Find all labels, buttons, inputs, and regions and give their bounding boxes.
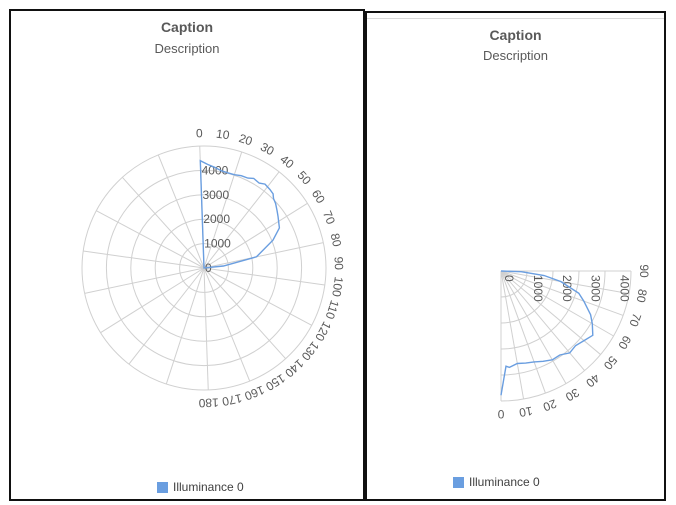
angle-tick-label: 0 <box>497 407 504 421</box>
grid-spoke <box>157 154 205 269</box>
angle-tick-label: 180 <box>198 395 219 410</box>
radial-tick-label: 2000 <box>560 275 574 302</box>
angle-tick-label: 50 <box>295 168 315 188</box>
angle-tick-label: 40 <box>583 371 602 391</box>
angle-tick-label: 70 <box>626 311 644 329</box>
angle-tick-label: 30 <box>258 140 277 159</box>
angle-tick-label: 0 <box>196 126 203 140</box>
grid-ring <box>105 169 303 367</box>
grid-ring <box>500 270 554 324</box>
radial-tick-label: 4000 <box>618 275 632 302</box>
grid-spoke <box>203 242 324 269</box>
grid-spoke <box>203 151 243 269</box>
grid-spoke <box>500 270 567 384</box>
angle-tick-label: 60 <box>309 187 328 206</box>
grid-spoke <box>128 267 205 365</box>
chart-panel-right: Caption Description 0 10 20 30 40 50 60 70 80 90 0… <box>365 11 666 501</box>
grid-ring <box>500 270 606 376</box>
grid-ring <box>500 270 580 350</box>
radial-tick-label: 1000 <box>531 275 545 302</box>
chart-legend: Illuminance 0 <box>157 480 244 494</box>
grid-ring <box>179 243 229 293</box>
angle-tick-label: 20 <box>237 131 254 149</box>
chart-description: Description <box>482 48 549 63</box>
panel-divider <box>367 18 664 19</box>
angle-tick-label: 120 <box>312 319 334 344</box>
grid-spoke <box>203 267 287 359</box>
chart-panel-left: Caption Description 0 10 20 30 40 50 60 70 80 90 1… <box>9 9 365 501</box>
angle-tick-label: 170 <box>220 391 243 409</box>
angle-tick-label: 80 <box>328 232 345 248</box>
grid-spoke <box>96 210 205 269</box>
chart-legend: Illuminance 0 <box>453 475 540 489</box>
angle-tick-label: 20 <box>541 396 559 414</box>
angle-tick-label: 80 <box>634 288 650 304</box>
grid-spoke <box>83 250 205 269</box>
radial-tick-label: 1000 <box>204 237 231 251</box>
angle-tick-label: 10 <box>518 404 534 420</box>
grid-spoke <box>84 267 205 294</box>
grid-ring <box>81 145 327 391</box>
radial-tick-label: 4000 <box>202 163 229 177</box>
grid-spoke <box>203 267 312 326</box>
angle-tick-label: 90 <box>637 264 651 278</box>
grid-ring <box>154 218 254 318</box>
angle-tick-label: 150 <box>263 371 288 394</box>
grid-spoke <box>203 202 308 269</box>
angle-tick-label: 30 <box>563 385 582 404</box>
series-line <box>500 270 594 396</box>
legend-label: Illuminance 0 <box>469 475 540 489</box>
angle-tick-label: 50 <box>601 353 621 372</box>
legend-swatch <box>453 476 464 488</box>
angle-tick-label: 60 <box>615 333 634 352</box>
angle-tick-label: 70 <box>320 209 338 227</box>
grid-spoke <box>121 177 205 269</box>
chart-caption: Caption <box>160 19 214 35</box>
angle-tick-label: 100 <box>329 276 346 298</box>
angle-tick-label: 40 <box>277 152 296 171</box>
grid-ring <box>500 270 632 402</box>
radial-tick-label: 2000 <box>203 212 230 226</box>
legend-label: Illuminance 0 <box>173 480 244 494</box>
grid-spoke <box>203 267 251 382</box>
grid-spoke <box>203 267 209 390</box>
grid-spoke <box>100 267 205 334</box>
grid-spoke <box>500 270 614 337</box>
grid-spoke <box>500 270 624 316</box>
grid-ring <box>130 194 278 342</box>
grid-spoke <box>203 267 325 286</box>
angle-tick-label: 130 <box>298 339 322 364</box>
grid-spoke <box>165 267 205 385</box>
angle-tick-label: 140 <box>282 356 306 380</box>
radial-tick-label: 3000 <box>202 188 229 202</box>
angle-tick-label: 110 <box>323 298 342 321</box>
angle-tick-label: 90 <box>332 256 346 270</box>
chart-caption: Caption <box>489 27 542 43</box>
angle-tick-label: 160 <box>242 383 266 404</box>
chart-description: Description <box>154 41 220 56</box>
radial-tick-label: 3000 <box>589 275 603 302</box>
grid-spoke <box>203 171 280 269</box>
grid-spoke <box>500 270 585 371</box>
grid-spoke <box>500 270 630 295</box>
angle-tick-label: 10 <box>215 127 230 143</box>
grid-spoke <box>500 270 525 400</box>
series-line <box>199 159 281 269</box>
radial-tick-label: 0 <box>502 275 516 282</box>
legend-swatch <box>157 481 168 493</box>
grid-spoke <box>500 270 546 394</box>
